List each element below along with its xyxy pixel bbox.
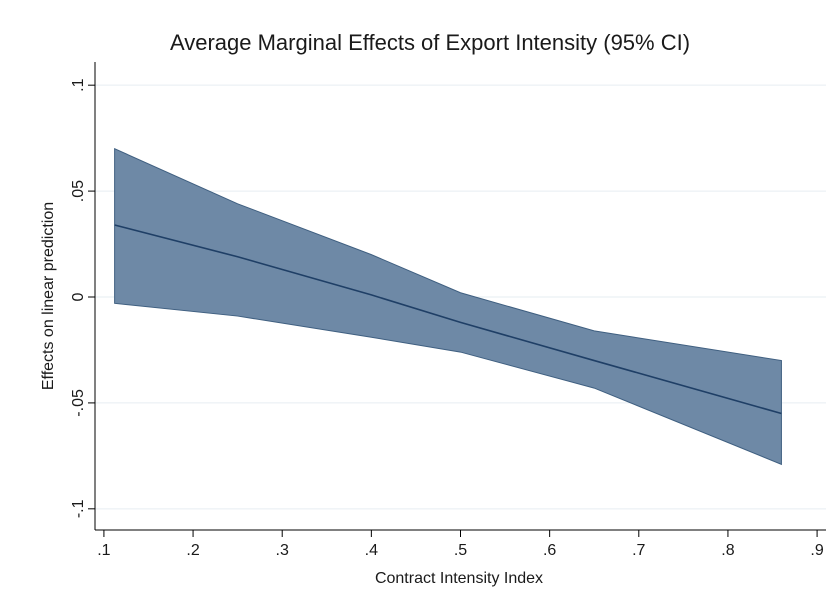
y-tick-label: -.05	[70, 389, 87, 417]
y-axis-label: Effects on linear prediction	[40, 202, 57, 390]
x-tick-label: .3	[276, 542, 289, 559]
y-tick-label: .1	[70, 78, 87, 91]
x-tick-label: .8	[721, 542, 734, 559]
x-tick-label: .5	[454, 542, 467, 559]
confidence-band-layer	[114, 147, 782, 466]
x-axis-label: Contract Intensity Index	[375, 570, 543, 587]
chart-title: Average Marginal Effects of Export Inten…	[170, 30, 690, 55]
y-tick-label: .05	[70, 180, 87, 202]
x-tick-label: .1	[97, 542, 110, 559]
y-tick-label: -.1	[70, 499, 87, 518]
axes: .1 .2 .3 .4 .5 .6 .7 .8 .9 -.1 -.05 0 .05 .1	[70, 62, 826, 559]
estimate-line-layer	[114, 224, 782, 415]
y-tick-label: 0	[70, 292, 87, 301]
x-tick-label: .2	[186, 542, 199, 559]
x-tick-label: .6	[543, 542, 556, 559]
x-tick-label: .7	[632, 542, 645, 559]
x-tick-label: .4	[365, 542, 378, 559]
x-tick-label: .9	[810, 542, 823, 559]
confidence-band	[114, 147, 782, 466]
estimate-line	[114, 224, 782, 415]
